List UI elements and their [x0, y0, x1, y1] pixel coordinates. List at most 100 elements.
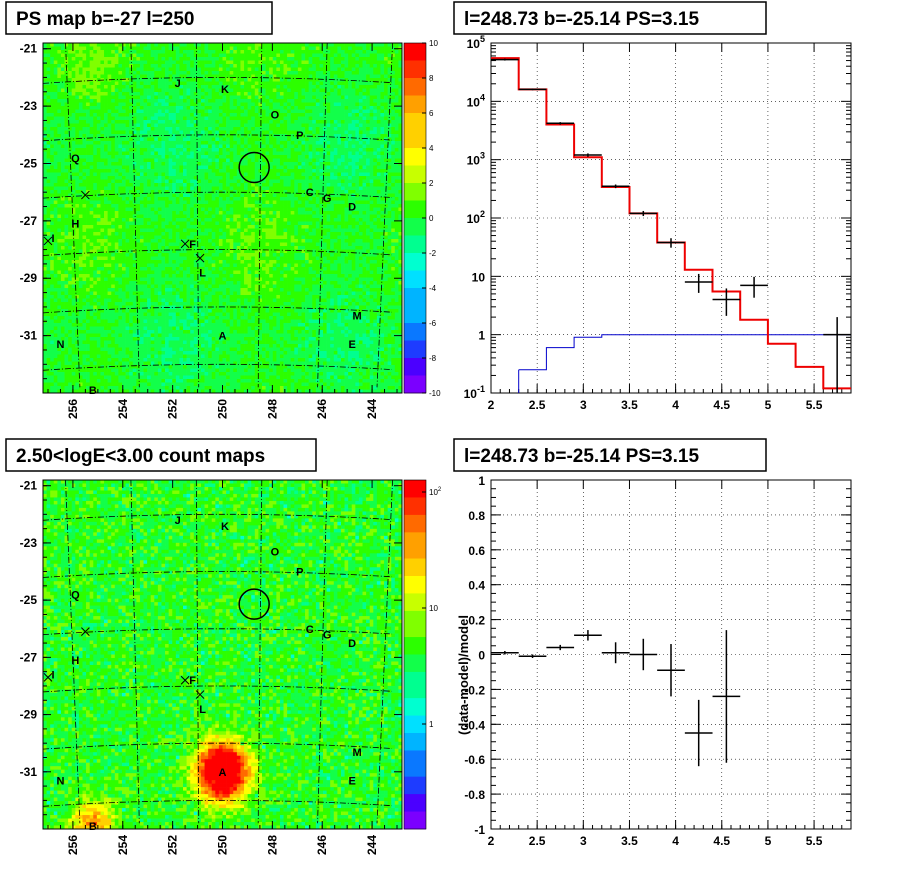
heatmap-cell	[125, 165, 130, 170]
heatmap-cell	[218, 172, 223, 177]
heatmap-cell	[337, 88, 342, 93]
heatmap-cell	[276, 57, 281, 61]
heatmap-cell	[340, 53, 345, 58]
heatmap-cell	[60, 207, 65, 212]
heatmap-cell	[190, 92, 195, 96]
heatmap-cell	[279, 155, 284, 159]
heatmap-cell	[186, 137, 191, 142]
heatmap-cell	[71, 151, 76, 156]
heatmap-cell	[157, 113, 162, 117]
heatmap-cell	[244, 78, 248, 82]
heatmap-cell	[222, 197, 227, 201]
heatmap-cell	[333, 214, 338, 219]
heatmap-cell	[107, 109, 112, 114]
heatmap-cell	[326, 88, 331, 93]
heatmap-cell	[247, 134, 252, 138]
heatmap-cell	[193, 99, 198, 103]
heatmap-cell	[312, 211, 317, 215]
heatmap-cell	[294, 200, 299, 205]
heatmap-cell	[247, 211, 252, 215]
heatmap-cell	[290, 169, 295, 173]
heatmap-cell	[272, 50, 277, 54]
heatmap-cell	[394, 127, 399, 131]
heatmap-cell	[373, 151, 378, 156]
heatmap-cell	[340, 197, 345, 201]
heatmap-cell	[247, 158, 252, 163]
heatmap-cell	[193, 102, 198, 107]
heatmap-cell	[261, 46, 266, 51]
heatmap-cell	[251, 148, 256, 152]
heatmap-cell	[276, 109, 281, 114]
heatmap-cell	[358, 134, 363, 138]
heatmap-cell	[154, 200, 159, 205]
heatmap-cell	[240, 85, 245, 89]
heatmap-cell	[161, 102, 166, 107]
heatmap-cell	[215, 60, 220, 65]
heatmap-cell	[305, 74, 310, 79]
heatmap-cell	[215, 81, 220, 86]
heatmap-cell	[64, 92, 69, 96]
heatmap-cell	[111, 211, 116, 215]
heatmap-cell	[394, 151, 399, 156]
heatmap-cell	[86, 211, 91, 215]
heatmap-cell	[129, 123, 134, 128]
heatmap-cell	[258, 106, 263, 110]
heatmap-cell	[358, 67, 363, 72]
heatmap-cell	[229, 99, 234, 103]
heatmap-cell	[143, 137, 148, 142]
heatmap-cell	[348, 116, 353, 121]
heatmap-cell	[129, 109, 134, 114]
heatmap-cell	[337, 99, 342, 103]
heatmap-cell	[373, 120, 378, 124]
heatmap-cell	[68, 43, 73, 47]
heatmap-cell	[340, 81, 345, 86]
heatmap-cell	[186, 155, 191, 159]
heatmap-cell	[89, 176, 94, 180]
heatmap-cell	[118, 211, 123, 215]
heatmap-cell	[218, 78, 223, 82]
heatmap-cell	[89, 71, 94, 75]
heatmap-cell	[301, 179, 306, 184]
heatmap-cell	[107, 71, 112, 75]
heatmap-cell	[355, 214, 360, 219]
heatmap-cell	[290, 43, 295, 47]
heatmap-cell	[254, 88, 259, 93]
heatmap-cell	[319, 95, 324, 100]
heatmap-cell	[340, 113, 345, 117]
heatmap-cell	[89, 123, 94, 128]
heatmap-cell	[387, 148, 392, 152]
heatmap-cell	[312, 190, 317, 194]
heatmap-cell	[161, 193, 166, 198]
heatmap-cell	[161, 214, 166, 219]
heatmap-cell	[308, 99, 313, 103]
heatmap-cell	[111, 53, 116, 58]
heatmap-cell	[64, 71, 69, 75]
heatmap-cell	[190, 102, 195, 107]
heatmap-cell	[340, 43, 345, 47]
heatmap-cell	[355, 155, 360, 159]
heatmap-cell	[93, 113, 98, 117]
heatmap-cell	[53, 64, 58, 68]
heatmap-cell	[308, 81, 313, 86]
heatmap-cell	[50, 186, 55, 191]
heatmap-cell	[150, 197, 155, 201]
heatmap-cell	[211, 46, 216, 51]
heatmap-cell	[301, 57, 306, 61]
heatmap-cell	[247, 67, 252, 72]
heatmap-cell	[373, 43, 378, 47]
heatmap-cell	[272, 144, 277, 149]
heatmap-cell	[269, 207, 274, 212]
heatmap-cell	[50, 85, 55, 89]
heatmap-cell	[229, 102, 234, 107]
heatmap-cell	[43, 120, 47, 124]
heatmap-cell	[276, 151, 281, 156]
heatmap-cell	[96, 186, 101, 191]
heatmap-cell	[226, 74, 231, 79]
heatmap-cell	[64, 43, 69, 47]
heatmap-cell	[93, 81, 98, 86]
heatmap-cell	[175, 64, 180, 68]
heatmap-cell	[86, 130, 91, 135]
heatmap-cell	[305, 148, 310, 152]
heatmap-cell	[337, 158, 342, 163]
heatmap-cell	[229, 137, 234, 142]
